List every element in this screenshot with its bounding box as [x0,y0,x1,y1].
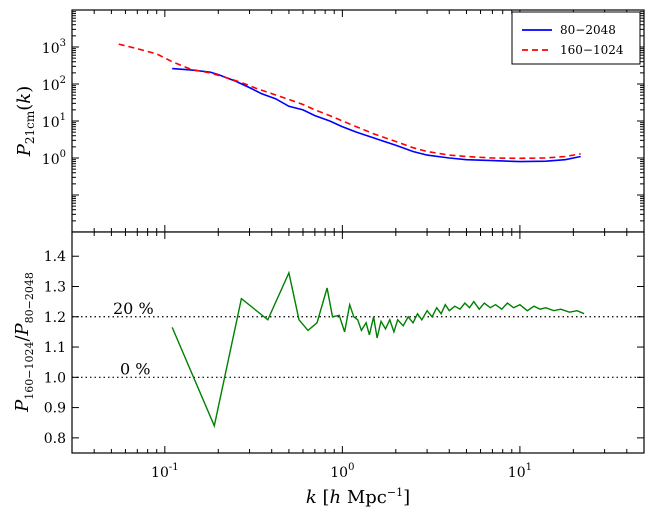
bottom-panel-frame [71,231,645,454]
top-y-tick-label: 101 [42,112,66,131]
x-axis-title: k [h Mpc−1] [306,486,410,508]
x-tick-label: 10-1 [151,462,179,481]
bottom-y-tick-label: 1.2 [44,310,66,326]
legend-label-80-2048: 80−2048 [560,23,616,37]
bottom-y-tick-label: 0.8 [44,431,66,447]
top-y-tick-label: 103 [42,38,66,57]
top-y-tick-label: 102 [42,75,66,94]
top-y-axis-title: P21cm(k) [14,86,37,157]
bottom-y-tick-label: 1.0 [44,370,66,386]
annotation-0-percent: 0 % [120,359,150,378]
series-line-160-1024 [118,43,581,160]
bottom-y-tick-label: 1.4 [44,249,66,265]
series-line-ratio [171,270,585,429]
legend-label-160-1024: 160−1024 [560,43,624,57]
bottom-y-tick-label: 1.1 [44,340,66,356]
bottom-panel-ticks: 10-1 100 101 0.8 0.9 1.0 1.1 1.2 1.3 1.4 [44,232,645,481]
bottom-y-tick-label: 0.9 [44,401,66,417]
bottom-y-tick-label: 1.3 [44,279,66,295]
bottom-y-axis-title: P160−1024/P80−2048 [12,272,36,413]
top-panel-ticks: 100 101 102 103 [42,9,645,233]
annotation-20-percent: 20 % [113,299,154,318]
top-y-tick-label: 100 [42,149,66,168]
legend: 80−2048 160−1024 [511,11,641,65]
x-tick-label: 101 [508,462,532,481]
x-tick-label: 100 [330,462,354,481]
legend-box [511,11,641,65]
series-layer [118,43,585,429]
reference-lines [72,316,644,378]
